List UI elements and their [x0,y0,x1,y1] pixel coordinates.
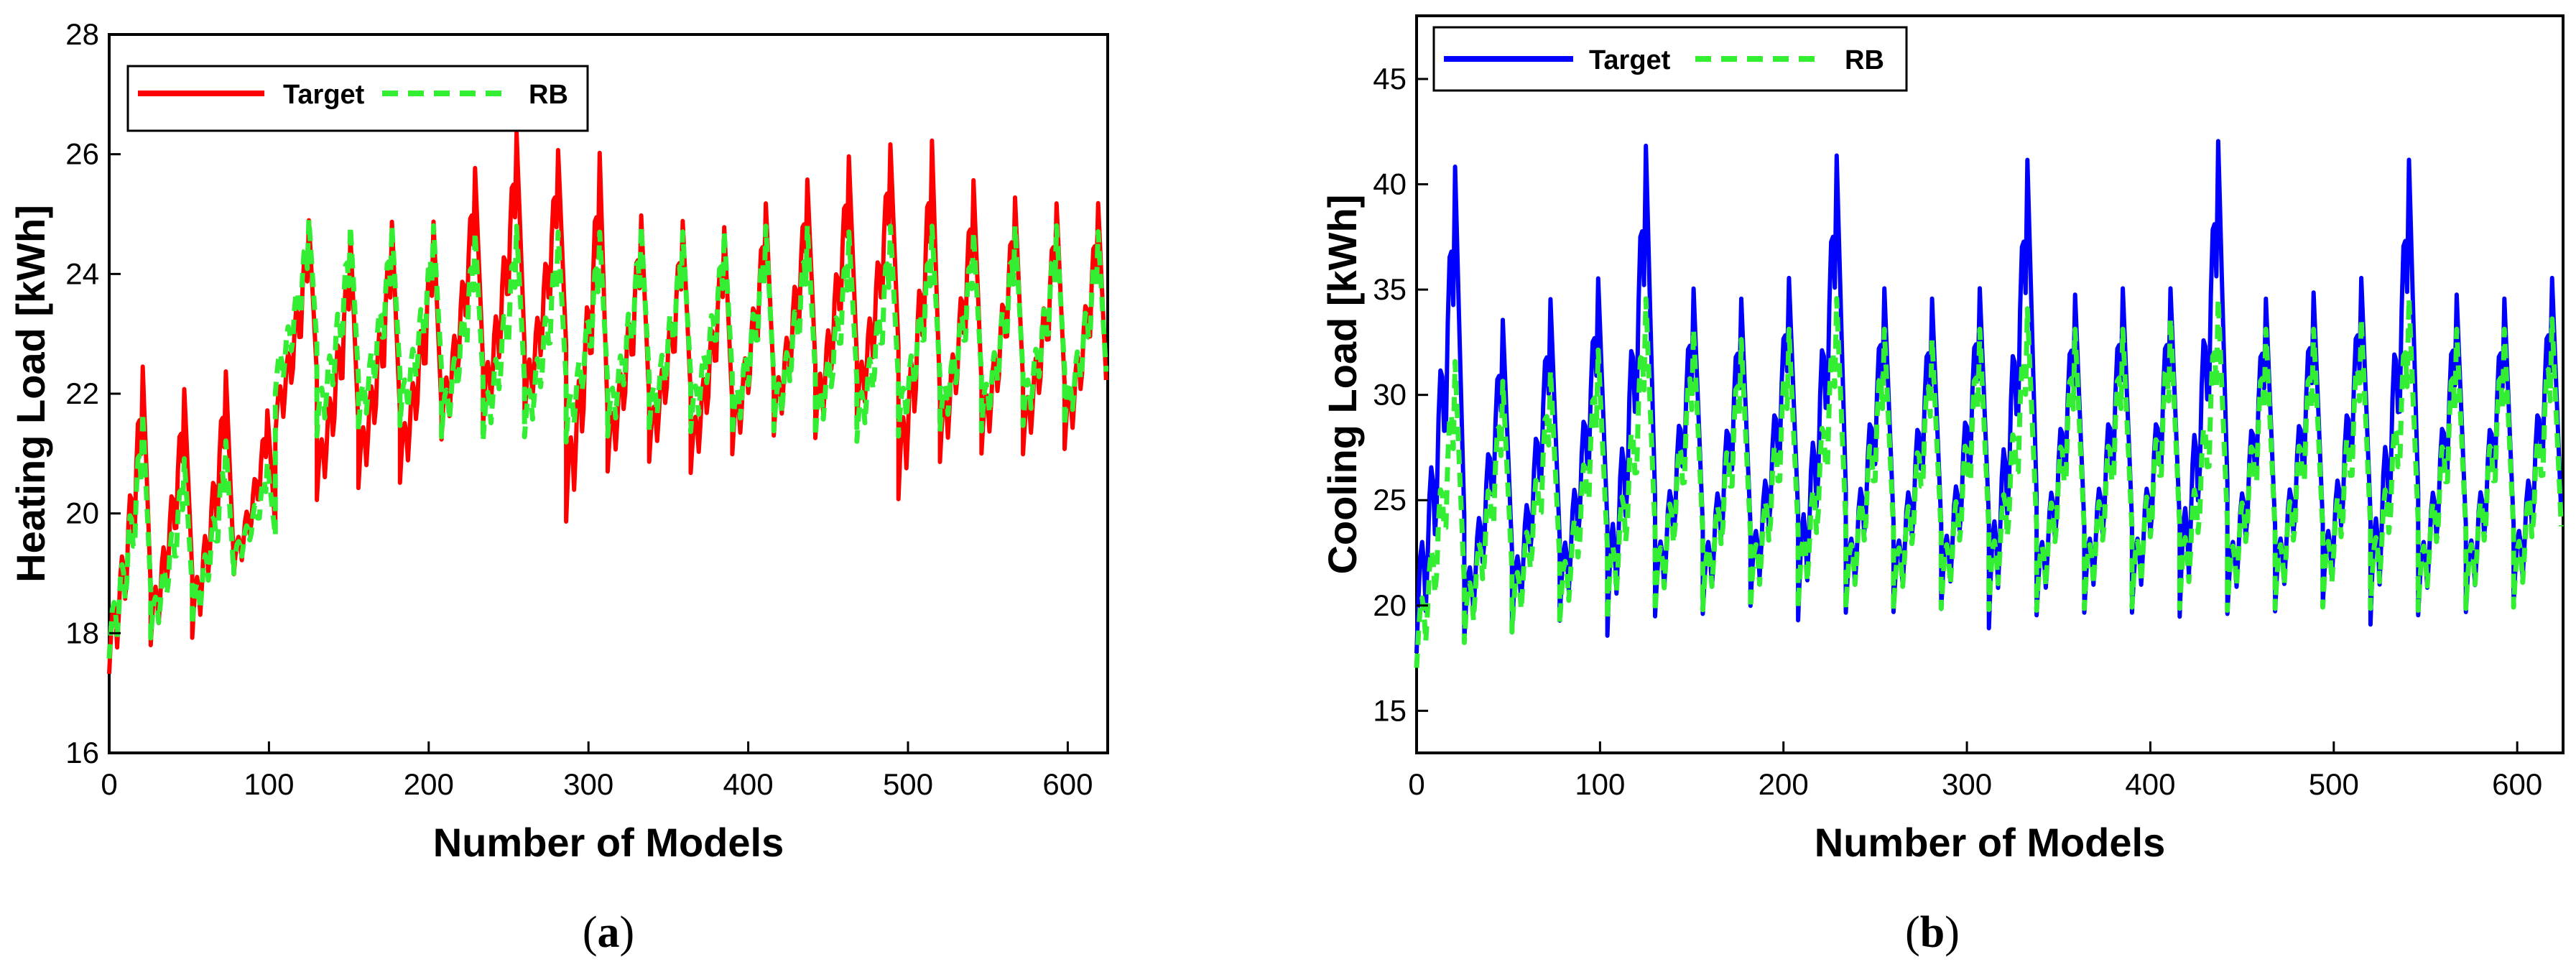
x-tick-label-b: 100 [1575,767,1625,801]
caption-close-b: ) [1945,908,1960,957]
y-axis-title-b: Cooling Load [kWh] [1320,195,1365,575]
y-tick-label-b: 25 [1373,483,1407,517]
tick-group-a: 0 100 200 300 400 500 600 16 18 20 22 24 26 28 [65,17,1093,801]
caption-b: (b) [1905,908,1960,957]
x-tick-label-b: 400 [2125,767,2175,801]
legend-a: Target RB [126,65,589,132]
series-line-rb-b [1414,296,2564,668]
legend-box-a [126,65,589,132]
y-axis-title-a: Heating Load [kWh] [8,205,53,583]
x-tick-label-a: 600 [1042,767,1093,801]
y-tick-label-a: 18 [65,616,99,649]
x-tick-label-a: 300 [563,767,613,801]
legend-target-label-b: Target [1589,45,1671,75]
x-tick-label-b: 0 [1408,767,1424,801]
series-group-a [106,130,1109,675]
panel-b-cooling-load-chart: 0 100 200 300 400 500 600 15 20 25 30 35 40 45 Target… [1320,14,2565,957]
y-tick-label-a: 24 [65,256,99,290]
tick-group-b: 0 100 200 300 400 500 600 15 20 25 30 35 40 45 [1373,62,2542,801]
legend-rb-label-a: RB [529,80,568,110]
caption-open-a: ( [583,908,598,957]
y-tick-label-b: 40 [1373,167,1407,201]
x-tick-label-b: 600 [2492,767,2542,801]
legend-target-label-a: Target [283,80,365,110]
y-tick-label-b: 15 [1373,693,1407,727]
y-tick-label-a: 22 [65,376,99,410]
y-tick-label-b: 45 [1373,62,1407,96]
y-tick-label-a: 20 [65,496,99,530]
series-line-rb-a [106,216,1109,659]
caption-label-a: a [598,908,620,957]
y-tick-label-a: 26 [65,137,99,171]
y-tick-label-a: 16 [65,736,99,769]
x-tick-label-a: 400 [723,767,774,801]
y-tick-label-b: 30 [1373,378,1407,412]
y-tick-label-b: 20 [1373,588,1407,622]
panel-a-heating-load-chart: 0 100 200 300 400 500 600 16 18 20 22 24 26 28 Target… [8,17,1109,957]
x-tick-label-a: 200 [404,767,454,801]
x-tick-label-a: 500 [883,767,933,801]
x-axis-title-a: Number of Models [433,820,784,865]
caption-close-a: ) [620,908,635,957]
y-tick-label-a: 28 [65,17,99,51]
x-tick-label-b: 300 [1942,767,1992,801]
series-group-b [1414,139,2564,668]
x-tick-label-b: 200 [1759,767,1809,801]
caption-a: (a) [583,908,634,957]
y-tick-label-b: 35 [1373,272,1407,306]
legend-b: Target RB [1432,26,1908,92]
x-tick-label-a: 0 [101,767,117,801]
x-tick-label-b: 500 [2309,767,2359,801]
caption-open-b: ( [1905,908,1920,957]
caption-label-b: b [1920,908,1945,957]
x-axis-title-b: Number of Models [1815,820,2165,865]
x-tick-label-a: 100 [244,767,294,801]
legend-rb-label-b: RB [1845,45,1884,75]
